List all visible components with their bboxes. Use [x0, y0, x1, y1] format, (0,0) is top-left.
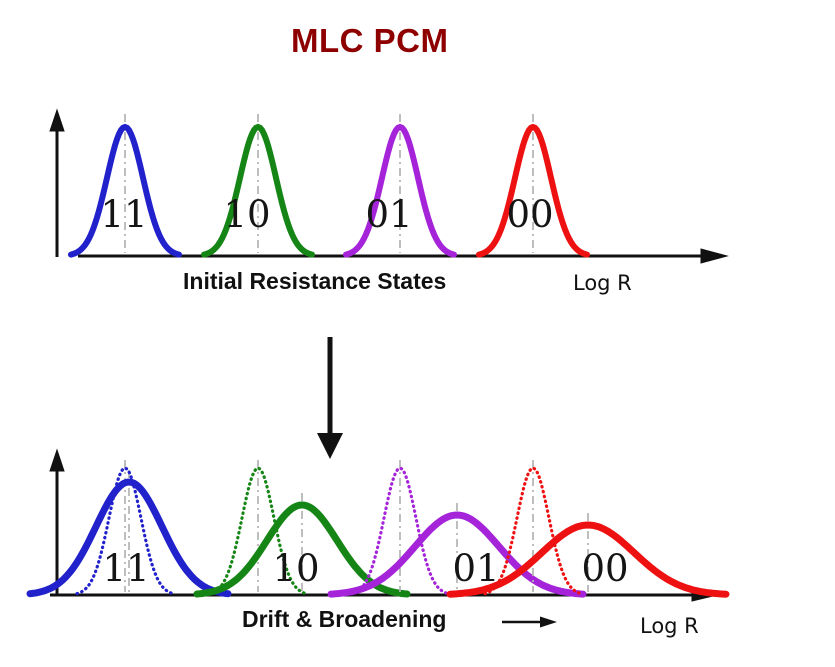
initial-distribution-dotted-curve [208, 466, 308, 596]
initial-distribution-dotted-curve [75, 466, 175, 596]
top-x-axis-arrowhead-icon [700, 248, 729, 264]
top-plot-axes [49, 108, 729, 264]
state-bits-label: 00 [581, 547, 628, 590]
initial-distribution-curve [343, 123, 457, 258]
initial-distribution-dotted-curve [350, 466, 450, 596]
initial-distribution-curve [68, 123, 182, 258]
state-bits-label: 10 [223, 193, 270, 236]
initial-distribution-curve [476, 123, 590, 258]
top-caption: Initial Resistance States [183, 268, 447, 294]
transition-down-arrow-icon [317, 337, 343, 459]
bottom-distribution-curves: 11 10 01 00 [26, 460, 730, 598]
top-y-axis-arrowhead-icon [49, 108, 65, 132]
state-bits-label: 10 [272, 547, 319, 590]
bottom-y-axis-arrowhead-icon [49, 448, 65, 472]
state-bits-label: 11 [102, 547, 149, 590]
initial-distribution-curve [201, 123, 315, 258]
bottom-caption: Drift & Broadening [242, 606, 447, 632]
diagram-title: MLC PCM [291, 22, 449, 59]
state-bits-label: 00 [506, 193, 553, 236]
drifted-distribution-curve [327, 511, 587, 598]
state-bits-label: 01 [365, 193, 412, 236]
drifted-distribution-curve [446, 521, 730, 598]
state-bits-label: 11 [100, 193, 147, 236]
top-x-axis-label: Log R [573, 271, 632, 295]
drift-right-arrow-icon [502, 616, 557, 628]
bottom-x-axis-label: Log R [640, 614, 699, 638]
initial-distribution-dotted-curve [483, 466, 583, 596]
state-bits-label: 01 [452, 547, 499, 590]
top-distribution-curves: 11 10 01 00 [68, 114, 590, 258]
drifted-distribution-curve [26, 478, 232, 598]
